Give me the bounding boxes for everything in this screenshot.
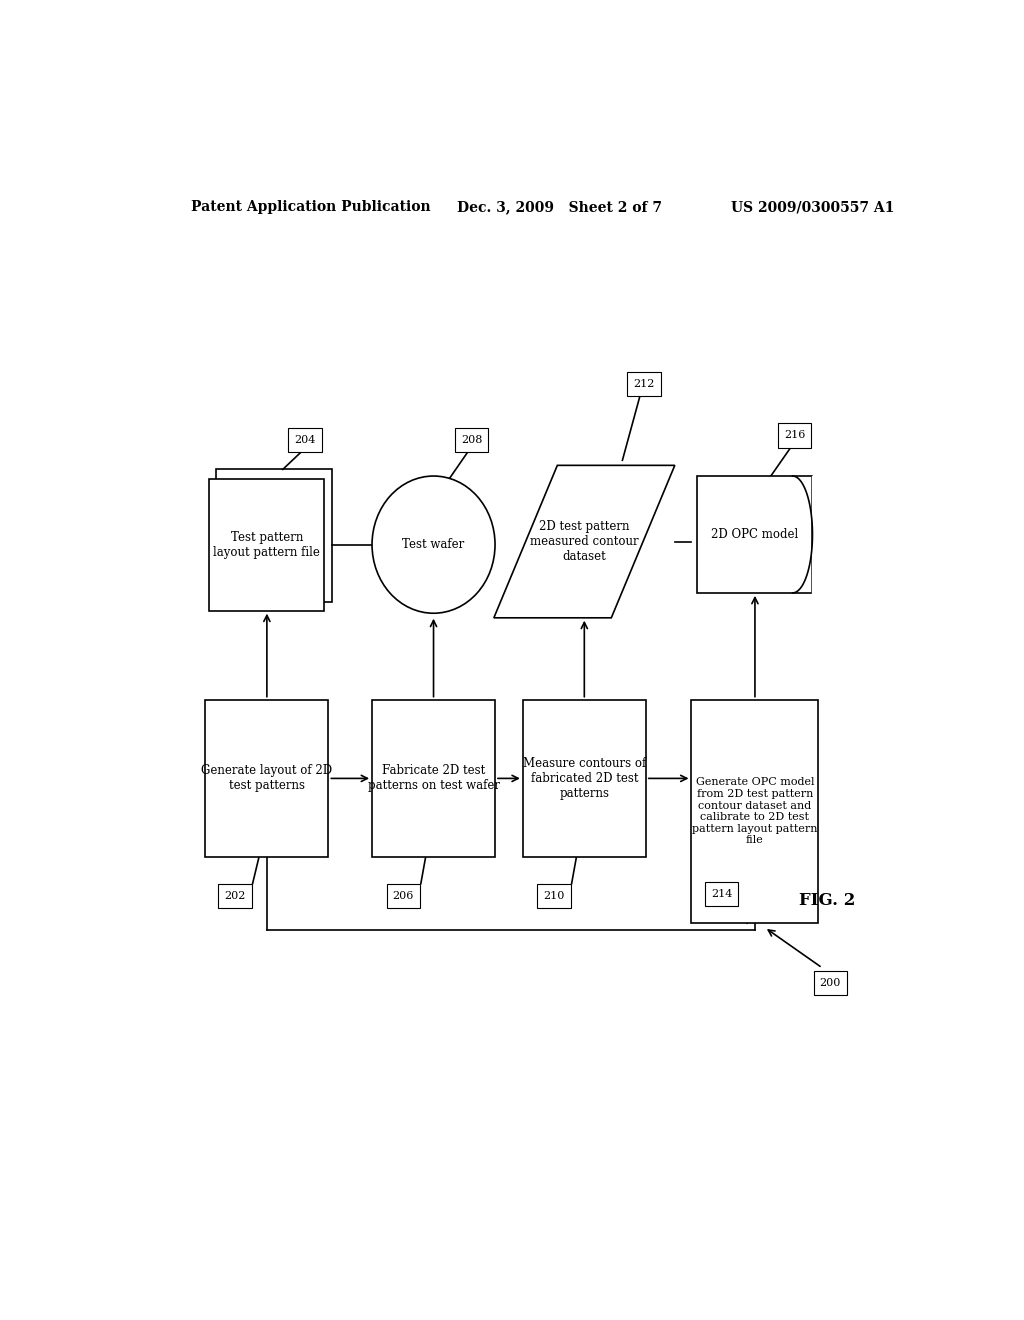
Text: Fabricate 2D test
patterns on test wafer: Fabricate 2D test patterns on test wafer — [368, 764, 500, 792]
FancyBboxPatch shape — [372, 700, 495, 857]
FancyBboxPatch shape — [705, 882, 738, 906]
Text: 212: 212 — [633, 379, 654, 389]
FancyBboxPatch shape — [218, 883, 252, 908]
Text: Generate layout of 2D
test patterns: Generate layout of 2D test patterns — [202, 764, 333, 792]
Polygon shape — [494, 466, 675, 618]
Text: 210: 210 — [544, 891, 565, 900]
FancyBboxPatch shape — [691, 700, 818, 923]
FancyBboxPatch shape — [814, 972, 847, 995]
FancyBboxPatch shape — [206, 700, 329, 857]
FancyBboxPatch shape — [455, 428, 488, 453]
FancyBboxPatch shape — [538, 883, 570, 908]
Text: 208: 208 — [461, 436, 482, 445]
Text: Test wafer: Test wafer — [402, 539, 465, 552]
Text: Patent Application Publication: Patent Application Publication — [191, 201, 431, 214]
Text: 216: 216 — [784, 430, 805, 441]
Text: 200: 200 — [819, 978, 841, 989]
Text: Dec. 3, 2009   Sheet 2 of 7: Dec. 3, 2009 Sheet 2 of 7 — [458, 201, 663, 214]
Text: Measure contours of
fabricated 2D test
patterns: Measure contours of fabricated 2D test p… — [522, 756, 646, 800]
Text: 2D test pattern
measured contour
dataset: 2D test pattern measured contour dataset — [530, 520, 639, 564]
Text: Test pattern
layout pattern file: Test pattern layout pattern file — [213, 531, 321, 558]
FancyBboxPatch shape — [216, 470, 332, 602]
Text: 2D OPC model: 2D OPC model — [712, 528, 799, 541]
Ellipse shape — [372, 477, 495, 614]
FancyBboxPatch shape — [289, 428, 322, 453]
Text: US 2009/0300557 A1: US 2009/0300557 A1 — [731, 201, 895, 214]
Text: 206: 206 — [392, 891, 414, 900]
FancyBboxPatch shape — [697, 477, 812, 593]
FancyBboxPatch shape — [523, 700, 646, 857]
Text: 214: 214 — [711, 888, 732, 899]
Text: FIG. 2: FIG. 2 — [799, 892, 855, 909]
FancyBboxPatch shape — [778, 424, 811, 447]
Text: 204: 204 — [294, 436, 315, 445]
Text: 202: 202 — [224, 891, 246, 900]
Text: Generate OPC model
from 2D test pattern
contour dataset and
calibrate to 2D test: Generate OPC model from 2D test pattern … — [692, 777, 818, 845]
FancyBboxPatch shape — [387, 883, 420, 908]
FancyBboxPatch shape — [627, 372, 660, 396]
FancyBboxPatch shape — [209, 479, 325, 611]
